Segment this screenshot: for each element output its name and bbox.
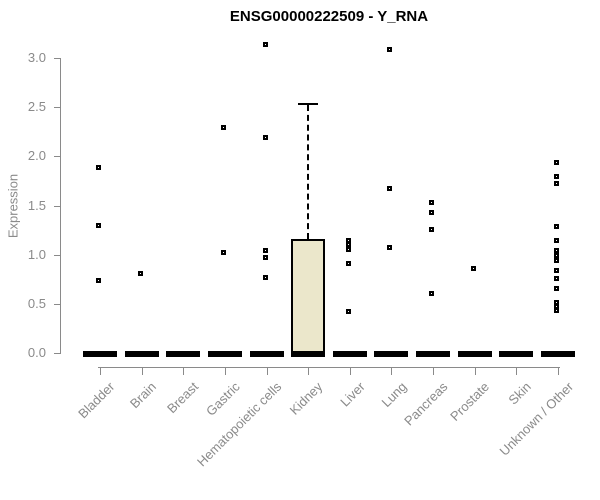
x-tick-label: Gastric (202, 379, 243, 419)
y-axis-line (60, 58, 61, 354)
median-bar (457, 351, 492, 357)
median-bar (332, 351, 367, 357)
outlier-point (345, 242, 351, 248)
x-tick (266, 368, 268, 375)
outlier-point (429, 209, 435, 215)
x-axis-line (98, 367, 561, 368)
median-bar (291, 351, 326, 357)
y-tick-label: 0.5 (27, 295, 46, 311)
outlier-point (429, 290, 435, 296)
y-tick-label: 0.0 (27, 345, 46, 360)
outlier-point (554, 248, 560, 254)
outlier-point (387, 46, 393, 52)
outlier-point (554, 308, 560, 314)
y-tick-label: 1.5 (27, 197, 46, 213)
outlier-point (262, 274, 268, 280)
outlier-point (96, 277, 101, 283)
x-tick (308, 368, 310, 375)
x-tick (141, 368, 143, 375)
x-tick-label: Kidney (287, 379, 326, 418)
median-bar (249, 351, 284, 357)
x-tick-label: Brain (127, 379, 160, 412)
y-tick (54, 156, 60, 158)
y-tick (54, 254, 60, 256)
outlier-point (137, 270, 143, 276)
outlier-point (554, 159, 560, 165)
outlier-point (387, 186, 393, 192)
whisker-line (307, 105, 310, 239)
y-tick (54, 353, 60, 354)
chart-title: ENSG00000222509 - Y_RNA (229, 8, 429, 25)
y-tick-label: 1.0 (27, 246, 46, 262)
y-tick (54, 58, 60, 60)
y-tick-label: 2.5 (27, 99, 46, 115)
outlier-point (554, 238, 560, 244)
y-tick-label: 3.0 (27, 50, 46, 66)
outlier-point (429, 200, 435, 206)
median-bar (374, 351, 409, 357)
x-tick-label: Lung (378, 379, 410, 411)
outlier-point (262, 41, 268, 47)
x-tick-label: Unknown / Other (496, 379, 576, 459)
x-tick (224, 368, 226, 375)
outlier-point (262, 248, 268, 254)
outlier-point (554, 253, 560, 259)
outlier-point (554, 267, 560, 273)
outlier-point (387, 245, 393, 251)
x-tick (516, 368, 518, 375)
box-rect (291, 238, 326, 353)
median-bar (83, 351, 117, 357)
median-bar (541, 351, 576, 357)
x-tick (558, 368, 560, 375)
outlier-point (262, 255, 268, 261)
outlier-point (220, 125, 226, 131)
x-tick (349, 368, 351, 375)
median-bar (499, 351, 534, 357)
median-bar (124, 351, 159, 357)
outlier-point (554, 285, 560, 291)
median-bar (207, 351, 242, 357)
x-tick (100, 368, 101, 375)
outlier-point (554, 275, 560, 281)
outlier-point (345, 309, 351, 315)
y-tick-label: 2.0 (27, 148, 46, 164)
y-tick (54, 107, 60, 109)
x-tick-label: Liver (336, 379, 368, 410)
outlier-point (554, 173, 560, 179)
outlier-point (470, 265, 476, 271)
outlier-point (262, 135, 268, 141)
x-tick (433, 368, 435, 375)
outlier-point (345, 247, 351, 253)
x-tick (391, 368, 393, 375)
outlier-point (345, 261, 351, 267)
x-tick-label: Bladder (75, 379, 118, 422)
y-tick (54, 303, 60, 305)
whisker-cap (298, 103, 319, 106)
outlier-point (96, 222, 101, 228)
median-bar (166, 351, 201, 357)
outlier-point (429, 226, 435, 232)
x-tick-label: Skin (505, 379, 535, 408)
outlier-point (554, 223, 560, 229)
median-bar (416, 351, 451, 357)
x-tick-label: Prostate (447, 379, 493, 424)
outlier-point (554, 258, 560, 264)
outlier-point (96, 164, 101, 170)
x-tick-label: Breast (163, 379, 201, 417)
outlier-point (220, 250, 226, 256)
outlier-point (554, 181, 560, 187)
x-tick-label: Pancreas (401, 379, 451, 429)
y-tick (54, 205, 60, 207)
x-tick (474, 368, 476, 375)
x-tick (183, 368, 185, 375)
